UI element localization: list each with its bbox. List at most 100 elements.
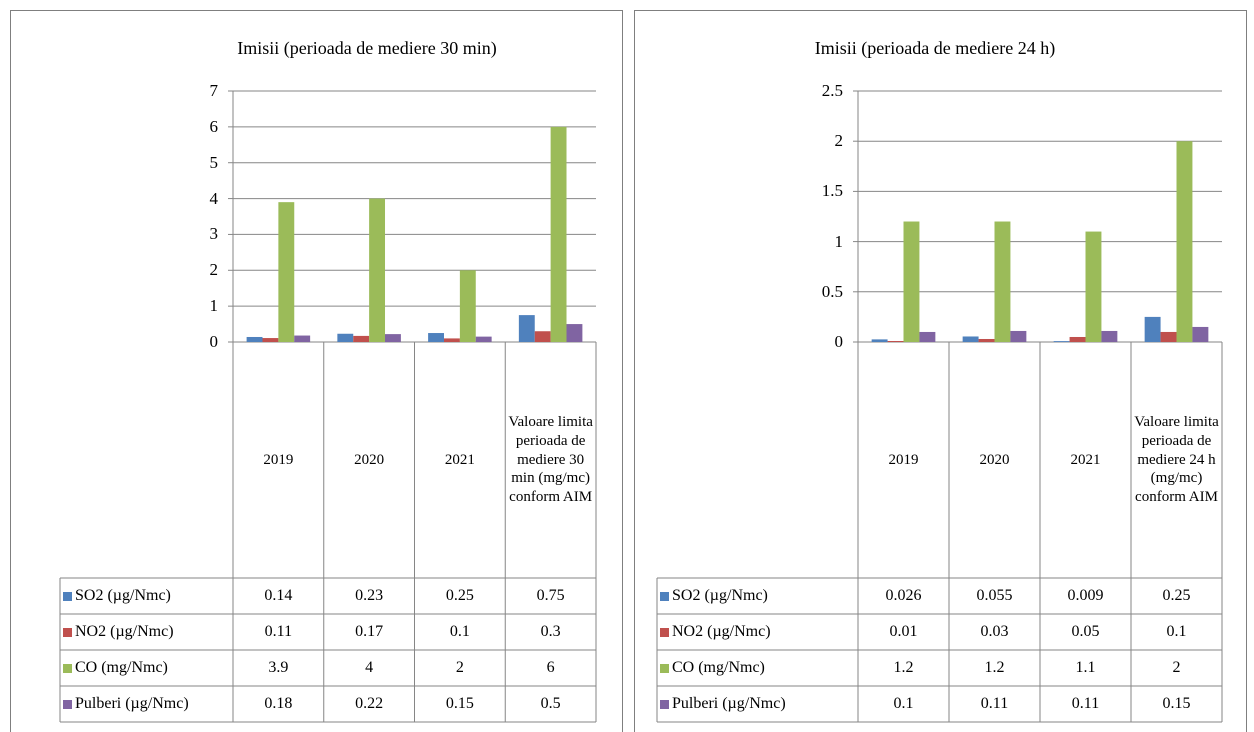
legend-label: SO2 (µg/Nmc) xyxy=(75,587,171,604)
legend-entry: NO2 (µg/Nmc) xyxy=(63,614,174,650)
table-value: 1.1 xyxy=(1075,659,1096,676)
category-label: 2020 xyxy=(979,451,1010,468)
bar xyxy=(919,331,936,342)
bar xyxy=(1192,326,1209,342)
bar xyxy=(246,336,263,342)
chart-title: Imisii (perioada de mediere 24 h) xyxy=(814,38,1056,58)
legend-label: Pulberi (µg/Nmc) xyxy=(672,695,786,712)
legend-entry: Pulberi (µg/Nmc) xyxy=(63,686,189,722)
table-value: 0.11 xyxy=(1071,695,1100,712)
table-value: 4 xyxy=(365,659,374,676)
bar xyxy=(294,335,311,342)
table-value: 0.11 xyxy=(264,623,293,640)
bar xyxy=(534,331,551,342)
table-value: 0.5 xyxy=(540,695,561,712)
table-value: 0.15 xyxy=(1162,695,1191,712)
bar xyxy=(994,221,1011,342)
table-value: 0.03 xyxy=(980,623,1009,640)
bar xyxy=(1069,336,1086,342)
y-tick-label: 1 xyxy=(834,231,844,251)
y-tick-label: 6 xyxy=(209,116,219,136)
bar xyxy=(518,315,535,342)
table-value: 0.1 xyxy=(893,695,914,712)
legend-label: Pulberi (µg/Nmc) xyxy=(75,695,189,712)
legend-label: CO (mg/Nmc) xyxy=(672,659,765,676)
table-value: 0.25 xyxy=(445,587,474,604)
bar xyxy=(1144,316,1161,342)
bar xyxy=(443,338,460,342)
bar xyxy=(1176,141,1193,342)
bar xyxy=(262,338,279,342)
legend-label: CO (mg/Nmc) xyxy=(75,659,168,676)
bar xyxy=(1101,330,1118,342)
table-value: 0.3 xyxy=(540,623,561,640)
table-value: 0.026 xyxy=(885,587,922,604)
bar xyxy=(278,202,295,342)
table-value: 0.15 xyxy=(445,695,474,712)
bar xyxy=(353,335,370,342)
table-value: 0.75 xyxy=(536,587,565,604)
bar xyxy=(459,270,476,342)
bar xyxy=(1160,331,1177,342)
legend-swatch xyxy=(660,699,669,709)
legend-entry: CO (mg/Nmc) xyxy=(63,650,168,686)
y-tick-label: 2 xyxy=(209,260,219,280)
table-value: 0.22 xyxy=(355,695,384,712)
table-value: 0.23 xyxy=(355,587,384,604)
category-label: 2021 xyxy=(444,451,475,468)
category-label: Valoare limita perioada de mediere 24 h … xyxy=(1134,414,1219,506)
category-label: 2019 xyxy=(263,451,294,468)
table-value: 0.01 xyxy=(889,623,918,640)
y-tick-label: 1.5 xyxy=(821,181,843,201)
legend-swatch xyxy=(63,663,72,673)
legend-swatch xyxy=(660,591,669,601)
table-value: 2 xyxy=(1172,659,1181,676)
bar xyxy=(475,336,492,342)
y-tick-label: 0 xyxy=(834,332,844,351)
category-label: 2021 xyxy=(1070,451,1101,468)
table-value: 2 xyxy=(455,659,464,676)
y-tick-label: 7 xyxy=(209,81,219,100)
bar xyxy=(566,324,583,342)
legend-swatch xyxy=(63,591,72,601)
legend-label: NO2 (µg/Nmc) xyxy=(75,623,174,640)
table-value: 1.2 xyxy=(984,659,1005,676)
panel-frame xyxy=(634,10,1247,732)
panel-frame xyxy=(10,10,623,732)
y-tick-label: 5 xyxy=(209,152,219,172)
y-tick-label: 4 xyxy=(209,188,219,208)
category-label: 2020 xyxy=(354,451,385,468)
table-value: 0.1 xyxy=(449,623,470,640)
bar xyxy=(871,339,888,342)
legend-entry: CO (mg/Nmc) xyxy=(660,650,765,686)
table-value: 1.2 xyxy=(893,659,914,676)
bar xyxy=(887,340,904,342)
table-value: 0.1 xyxy=(1166,623,1187,640)
bar xyxy=(428,333,444,342)
bar xyxy=(978,338,995,342)
table-value: 0.055 xyxy=(976,587,1013,604)
table-value: 0.009 xyxy=(1067,587,1104,604)
bar xyxy=(385,334,401,342)
table-value: 0.14 xyxy=(264,587,293,604)
y-tick-label: 1 xyxy=(209,296,219,316)
table-value: 6 xyxy=(546,659,555,676)
legend-entry: SO2 (µg/Nmc) xyxy=(660,578,768,614)
legend-entry: Pulberi (µg/Nmc) xyxy=(660,686,786,722)
legend-swatch xyxy=(63,627,72,637)
y-tick-label: 2 xyxy=(834,131,844,151)
bar xyxy=(962,336,979,342)
table-value: 0.18 xyxy=(264,695,293,712)
category-label: Valoare limita perioada de mediere 30 mi… xyxy=(508,414,593,506)
table-value: 0.17 xyxy=(355,623,384,640)
bar xyxy=(1010,330,1027,342)
category-label: 2019 xyxy=(888,451,919,468)
y-tick-label: 2.5 xyxy=(821,81,843,100)
table-value: 0.25 xyxy=(1162,587,1191,604)
y-tick-label: 0 xyxy=(209,332,219,351)
bar xyxy=(369,198,386,342)
chart-title: Imisii (perioada de mediere 30 min) xyxy=(237,38,497,58)
legend-entry: NO2 (µg/Nmc) xyxy=(660,614,771,650)
